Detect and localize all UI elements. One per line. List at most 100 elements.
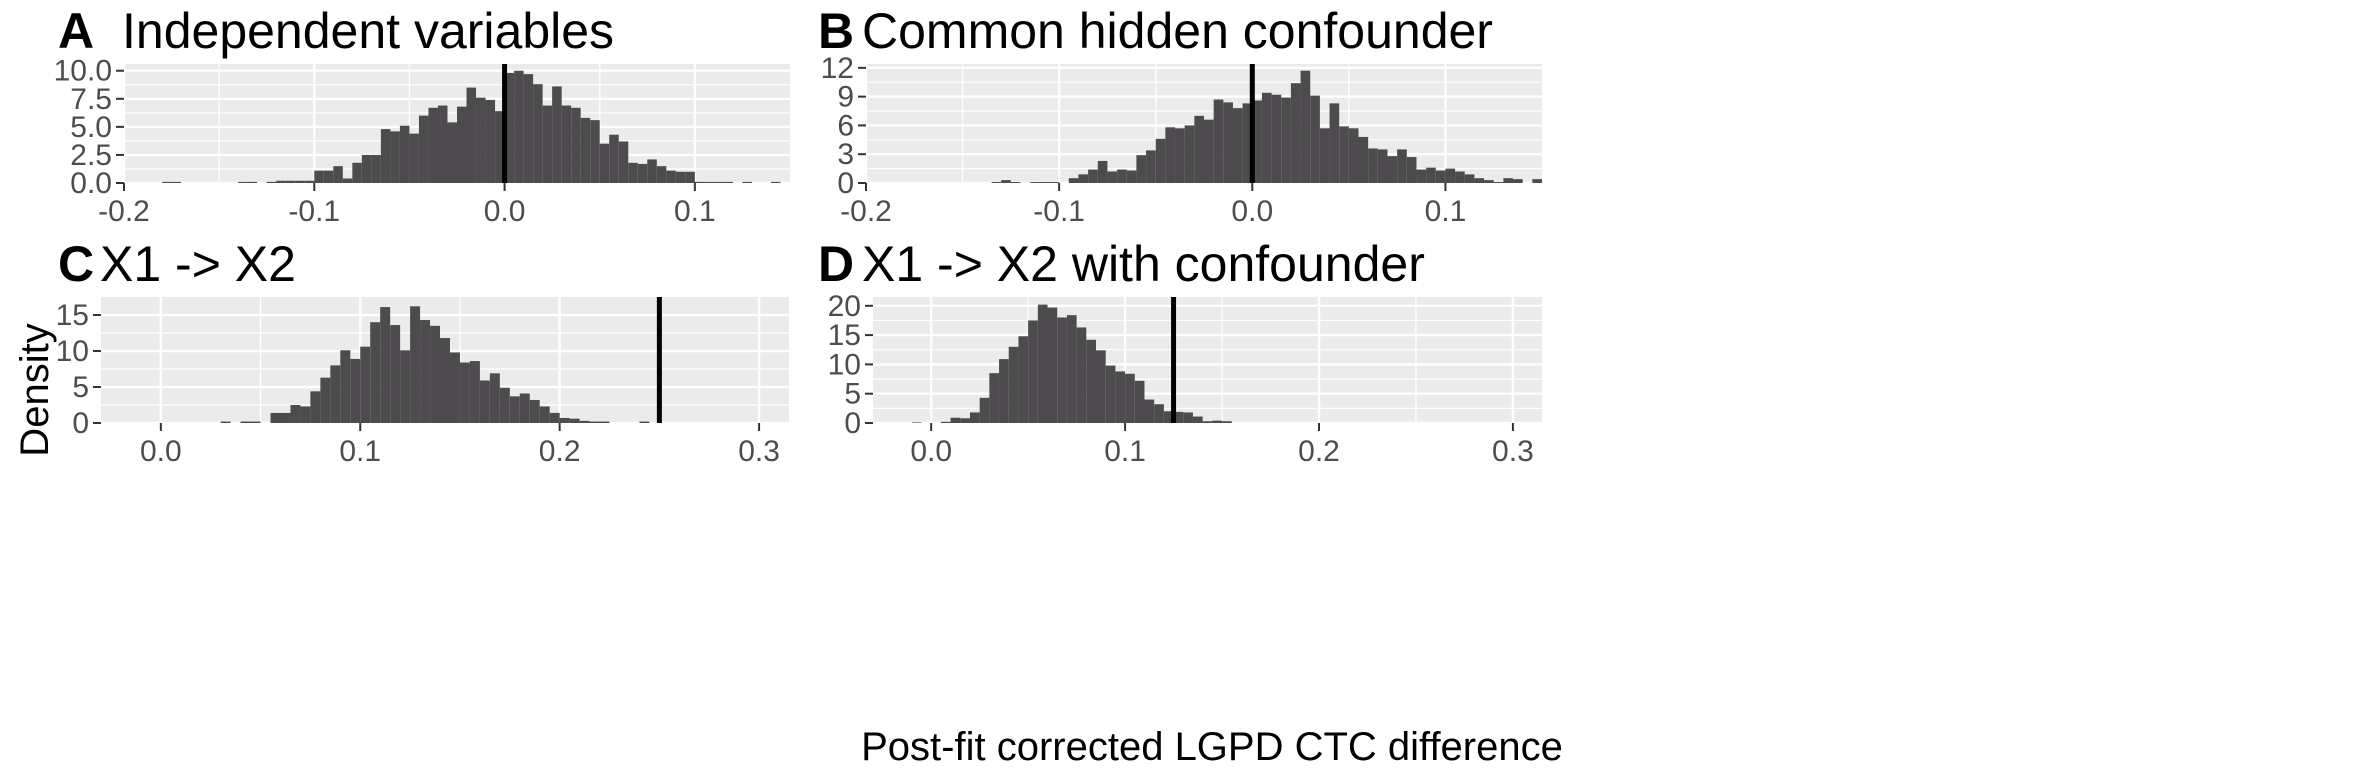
panel-c-y-tick-label: 15 [56,299,89,332]
panel-c-bar [519,393,530,423]
panel-b-bar [1493,182,1504,183]
panel-c-x-tick-label: 0.3 [738,435,780,468]
panel-d-x-tick-label: 0.2 [1298,435,1340,468]
panel-b-bar [1513,179,1523,183]
panel-b-y-tick-label: 3 [837,138,854,171]
panel-c-bar [390,325,401,423]
panel-c-bar [430,325,441,423]
panel-d-y-tick-label: 5 [844,378,861,411]
panel-a-bar [276,180,286,183]
panel-c-bar [599,421,610,423]
panel-c-x-tick-label: 0.2 [539,435,581,468]
panel-d-bar [1047,307,1058,423]
panel-c-y-tick-label: 5 [72,371,89,404]
panel-b-y-tick-label: 9 [837,81,854,114]
panel-a-bar [514,70,524,183]
panel-b-bar [1484,180,1494,183]
panel-c-bar [469,361,480,423]
panel-a-title: Independent variables [122,3,614,59]
panel-a-bar [390,131,400,183]
panel-b-bar [1078,174,1089,183]
panel-c-bar [350,358,361,423]
panel-a-bar [580,117,591,183]
panel-c-bar [440,338,450,423]
y-axis-title: Density [13,323,57,456]
panel-d-bar [1125,373,1135,423]
panel-a-bar [770,181,781,183]
panel-c-bar [569,418,580,423]
panel-b-x-tick-label: 0.0 [1231,195,1273,228]
panel-d-bar [950,417,961,423]
panel-d-title: X1 -> X2 with confounder [862,236,1425,292]
panel-a-bar [599,143,610,183]
panel-c-bars [220,306,650,423]
panel-b-bar [1049,182,1060,183]
panel-b-bar [1184,125,1195,183]
panel-a-bar [590,120,600,183]
panel-b-bar [1097,160,1108,183]
panel-c-bar [370,322,381,423]
panel-d-y-tick-label: 15 [828,319,861,352]
panel-a-bar [457,106,467,183]
panel-a-bar [447,122,457,183]
panel-d-bar [1173,411,1184,423]
panel-a-bar [666,170,676,183]
panel-d-bar [1057,317,1067,423]
panel-b-bar [1088,169,1098,183]
panel-c-bar [330,365,341,423]
panel-c-bar [300,406,311,423]
panel-c-bar [240,421,251,423]
panel-a-axes: -0.2 -0.1 0.0 0.10.02.55.07.510.0 [54,55,716,228]
panel-c-bar [340,350,351,423]
panel-a-bar [647,159,657,183]
panel-c-bar [579,420,590,423]
panel-b-bar [1194,115,1204,183]
x-axis-title: Post-fit corrected LGPD CTC difference [861,725,1563,769]
panel-b-bar [1406,157,1417,183]
panel-b-bar [1252,100,1262,183]
panel-b-bar [1339,126,1349,183]
panel-a-y-tick-label: 10.0 [54,55,112,88]
panel-c-bar [420,320,431,423]
panel-a-bar [409,133,419,183]
panel-a-bar [723,181,733,183]
panel-c-bar [360,346,371,423]
panel-b-bar [1464,174,1475,183]
panel-a-bar [476,97,486,183]
panel-c-bar [280,412,291,423]
panel-a-bar [466,87,477,183]
panel-a-bar [266,181,277,183]
panel-a-bar [742,181,752,183]
panel-d-bar [1096,350,1106,423]
panel-d-bar [960,418,970,423]
panel-a-bar [675,171,686,183]
panel-a-bar [504,72,515,183]
panel-b-x-tick-label: -0.1 [1033,195,1085,228]
panel-a: -0.2 -0.1 0.0 0.10.02.55.07.510.0 A Indepen… [54,3,790,228]
panel-b-bar [1001,180,1011,183]
panel-a-bar [495,111,505,183]
panel-a-bar [628,162,638,183]
panel-a-bar [694,181,705,183]
panel-b-bar [1474,178,1485,183]
panel-a-bar [342,178,353,183]
panel-d-bar [1115,371,1126,423]
panel-b-bar [1242,103,1253,183]
panel-d-bar [1144,399,1155,423]
panel-c-bar [499,387,510,423]
panel-a-bar [380,129,391,183]
panel-a-bar [171,181,182,183]
panel-a-bar [533,84,543,183]
panel-b-bar [1030,182,1040,183]
panel-d-bar [1134,380,1145,423]
panel-a-x-tick-label: 0.1 [674,195,716,228]
panel-d-bar [1183,412,1193,423]
panel-b-bar [1426,167,1436,183]
panel-a-bar [561,105,572,183]
panel-a-bar [637,163,648,183]
panel-a-bar [295,180,305,183]
panel-c-bar [509,396,520,423]
